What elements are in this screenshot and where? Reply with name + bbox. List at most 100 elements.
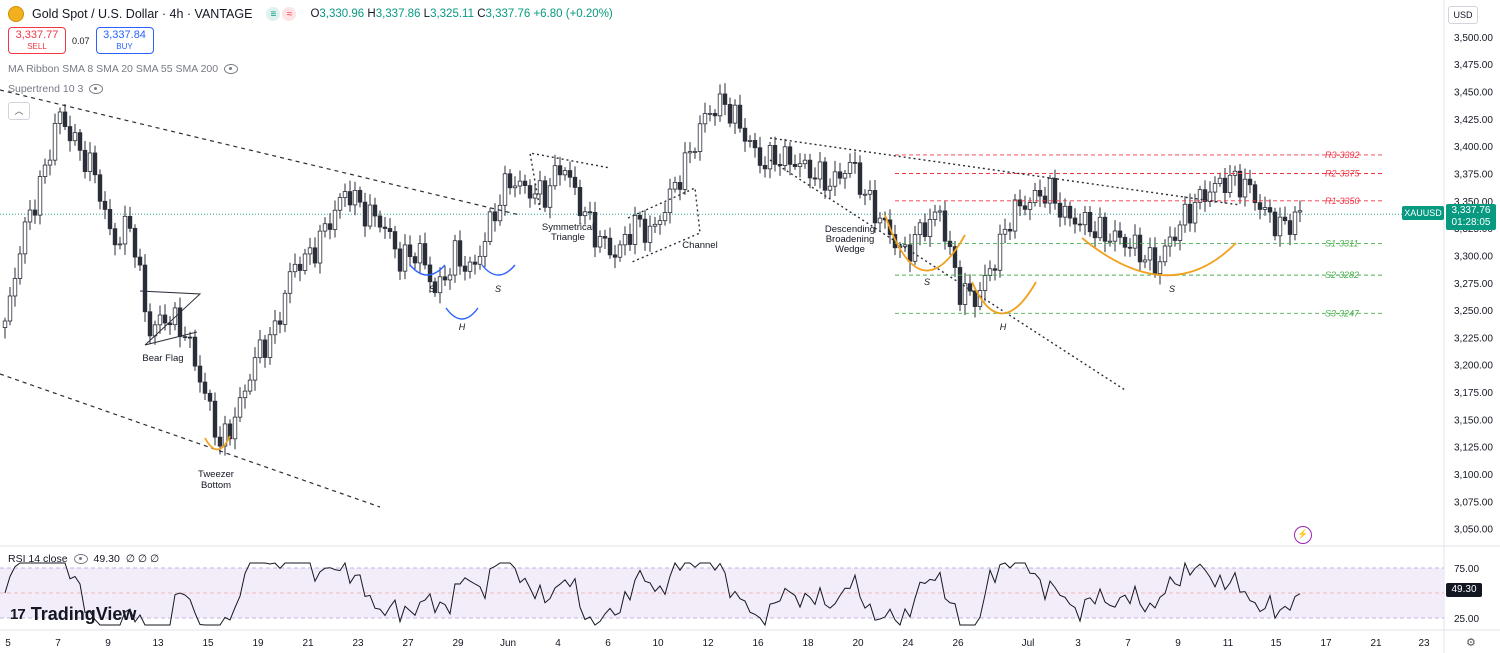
- candle-body: [847, 162, 853, 174]
- price-tick-label: 3,500.00: [1454, 33, 1493, 44]
- price-tick-label: 3,300.00: [1454, 251, 1493, 262]
- pattern-label: Symmetrical: [542, 222, 594, 233]
- low-label: L: [423, 8, 431, 20]
- status-dots: ≡ ≈: [266, 7, 297, 21]
- candle-body: [587, 211, 593, 214]
- candle-body: [547, 185, 553, 208]
- time-tick-label: 24: [902, 638, 914, 649]
- ma-ribbon-legend[interactable]: MA Ribbon SMA 8 SMA 20 SMA 55 SMA 200: [8, 63, 239, 75]
- candle-body: [237, 397, 243, 418]
- last-price-tag: 3,337.76 01:28:05: [1446, 204, 1496, 230]
- buy-label: BUY: [116, 42, 133, 51]
- pattern-label: S: [495, 284, 501, 294]
- candle-body: [317, 230, 323, 264]
- candle-body: [347, 191, 353, 206]
- candle-body: [212, 400, 218, 438]
- candle-body: [147, 311, 153, 337]
- candle-body: [817, 161, 823, 180]
- candle-body: [492, 211, 498, 222]
- candle-body: [67, 126, 73, 142]
- candle-body: [382, 226, 388, 229]
- sr-level-label: R2-3375: [1325, 169, 1361, 179]
- candle-body: [352, 190, 358, 206]
- candle-body: [1177, 224, 1183, 241]
- pattern-label: S: [924, 277, 930, 287]
- market-status-icon[interactable]: ≡: [266, 7, 281, 21]
- candle-body: [1077, 223, 1083, 226]
- candle-body: [1287, 220, 1293, 235]
- price-tick-label: 3,150.00: [1454, 415, 1493, 426]
- eye-icon[interactable]: [224, 64, 239, 74]
- pattern-label: S: [1169, 284, 1175, 294]
- price-tick-label: 3,450.00: [1454, 88, 1493, 99]
- candle-body: [1117, 230, 1123, 238]
- candle-body: [642, 218, 648, 243]
- alert-icon[interactable]: ⚡: [1294, 526, 1312, 544]
- rsi-value: 49.30: [93, 553, 120, 565]
- shoulder-arc: [884, 214, 966, 272]
- candle-body: [1252, 184, 1258, 204]
- candle-body: [812, 177, 818, 180]
- candle-body: [807, 159, 813, 179]
- candle-body: [747, 140, 753, 142]
- tradingview-logo[interactable]: 17 TradingView: [10, 604, 136, 625]
- candle-body: [472, 261, 478, 265]
- candle-body: [467, 261, 473, 272]
- candle-body: [442, 276, 448, 281]
- supertrend-legend[interactable]: Supertrend 10 3: [8, 83, 104, 95]
- candle-body: [437, 276, 443, 294]
- candle-body: [257, 339, 263, 359]
- candle-body: [222, 423, 228, 447]
- candle-body: [982, 275, 988, 291]
- candle-body: [387, 228, 393, 232]
- candle-body: [1102, 216, 1108, 242]
- candle-body: [962, 283, 968, 305]
- candle-body: [1002, 228, 1008, 235]
- candle-body: [612, 254, 618, 258]
- time-tick-label: 20: [852, 638, 864, 649]
- candle-body: [987, 268, 993, 276]
- pattern-label: Bear Flag: [142, 353, 183, 364]
- time-tick-label: 26: [952, 638, 964, 649]
- time-tick-label: 9: [105, 638, 111, 649]
- symbol-title[interactable]: Gold Spot / U.S. Dollar · 4h · VANTAGE: [32, 7, 253, 21]
- candle-body: [772, 145, 778, 165]
- candle-body: [967, 283, 973, 292]
- candle-body: [732, 104, 738, 124]
- candle-body: [742, 127, 748, 142]
- shoulder-arc: [409, 264, 446, 276]
- eye-icon[interactable]: [89, 84, 104, 94]
- time-tick-label: 29: [452, 638, 464, 649]
- low-value: 3,325.11: [430, 8, 474, 20]
- collapse-legend-button[interactable]: ︿: [8, 102, 30, 120]
- settings-icon[interactable]: ⚙: [1466, 637, 1476, 649]
- rsi-legend[interactable]: RSI 14 close 49.30 ∅ ∅ ∅: [8, 553, 159, 565]
- time-tick-label: 7: [1125, 638, 1131, 649]
- pattern-label: Bottom: [201, 480, 231, 491]
- candle-body: [162, 314, 168, 324]
- candle-body: [947, 240, 953, 248]
- candle-body: [702, 113, 708, 125]
- candle-body: [602, 236, 608, 239]
- time-tick-label: Jul: [1022, 638, 1035, 649]
- shoulder-arc: [1081, 237, 1237, 277]
- sell-label: SELL: [27, 42, 47, 51]
- candle-body: [727, 104, 733, 124]
- sell-button[interactable]: 3,337.77 SELL: [8, 27, 66, 54]
- buy-button[interactable]: 3,337.84 BUY: [95, 27, 154, 54]
- candle-body: [657, 220, 663, 225]
- time-tick-label: 23: [1418, 638, 1430, 649]
- price-tick-label: 3,250.00: [1454, 306, 1493, 317]
- pattern-label: Descending: [825, 224, 875, 235]
- candle-body: [22, 221, 28, 255]
- currency-button[interactable]: USD: [1448, 6, 1478, 24]
- candle-body: [582, 211, 588, 217]
- candle-body: [1247, 178, 1253, 186]
- candle-body: [107, 209, 113, 230]
- eye-icon[interactable]: [73, 554, 88, 564]
- data-status-icon[interactable]: ≈: [282, 7, 297, 21]
- trade-panel: 3,337.77 SELL 0.07 3,337.84 BUY: [8, 27, 154, 54]
- candle-body: [17, 253, 23, 279]
- candle-body: [497, 204, 503, 222]
